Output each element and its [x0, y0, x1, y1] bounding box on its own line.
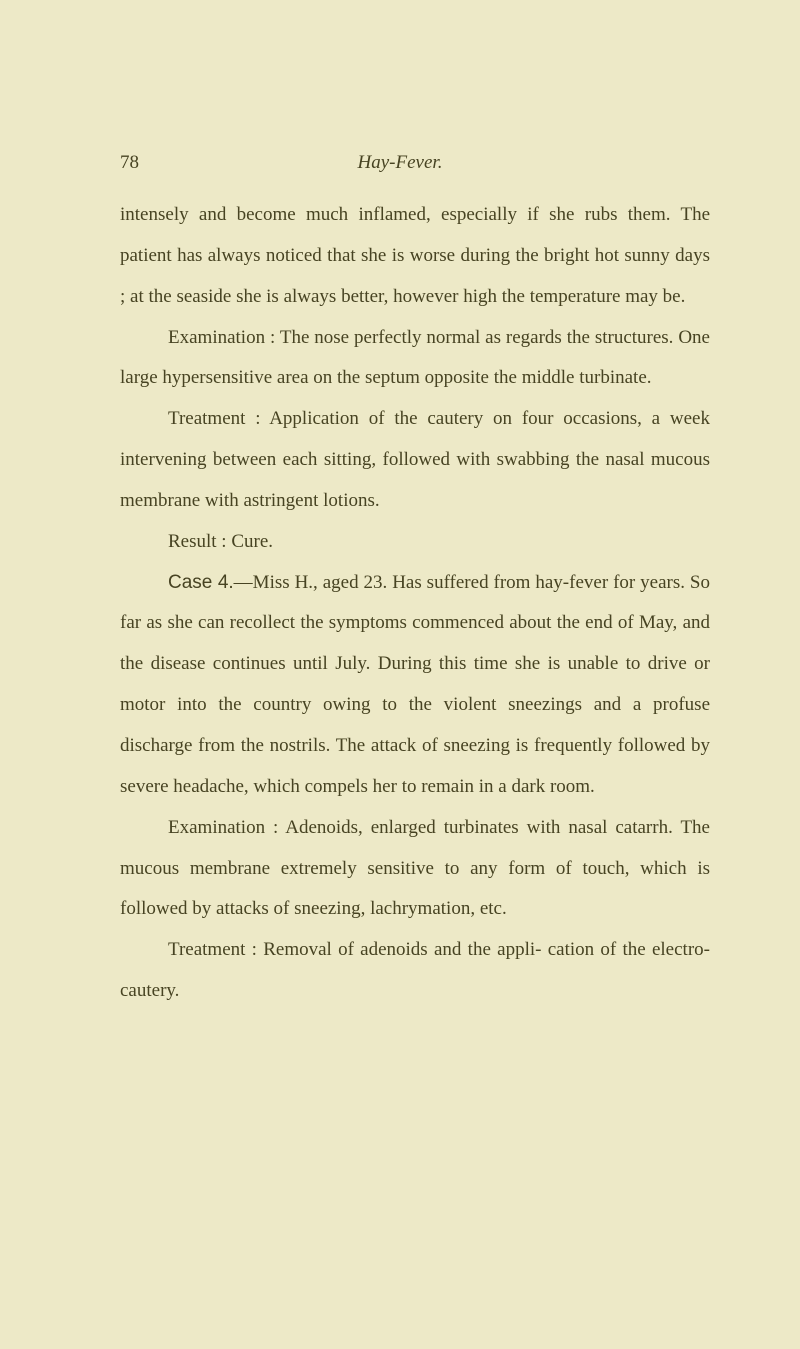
paragraph-7: Treatment : Removal of adenoids and the …	[120, 930, 710, 1012]
paragraph-5-rest: —Miss H., aged 23. Has suffered from hay…	[120, 572, 710, 797]
body-text: intensely and become much inflamed, espe…	[120, 195, 710, 1012]
case-label: Case 4.	[168, 572, 234, 593]
paragraph-3: Treatment : Application of the cautery o…	[120, 399, 710, 522]
paragraph-5: Case 4.—Miss H., aged 23. Has suffered f…	[120, 563, 710, 808]
paragraph-2: Examination : The nose perfectly normal …	[120, 318, 710, 400]
page-number: 78	[120, 152, 139, 174]
paragraph-1: intensely and become much inflamed, espe…	[120, 195, 710, 318]
paragraph-4: Result : Cure.	[120, 522, 710, 563]
header-title: Hay-Fever.	[358, 152, 443, 174]
paragraph-6: Examination : Adenoids, enlarged turbina…	[120, 808, 710, 931]
